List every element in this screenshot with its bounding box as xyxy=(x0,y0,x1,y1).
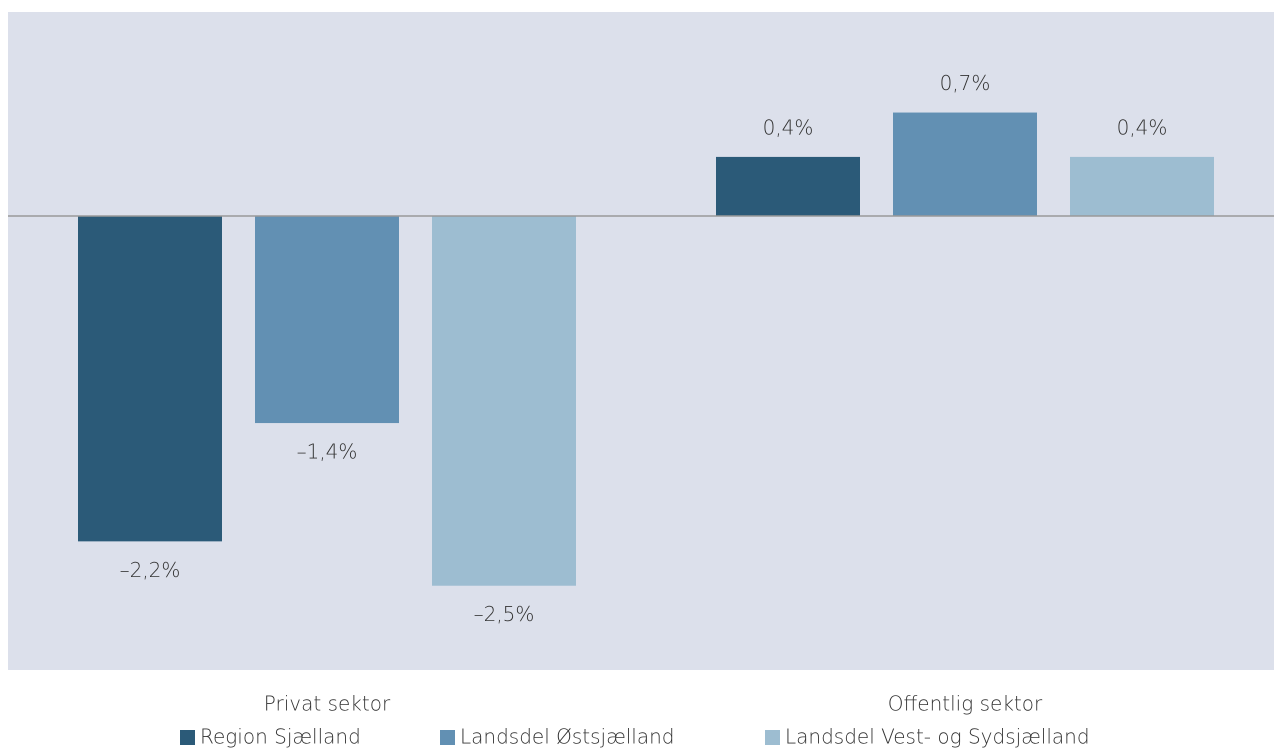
x-tick-label: Privat sektor xyxy=(264,692,391,716)
value-label: 0,4% xyxy=(763,115,814,139)
legend-label: Landsdel Vest- og Sydsjælland xyxy=(785,725,1090,749)
legend-swatch xyxy=(440,730,455,745)
bar xyxy=(893,112,1037,217)
value-label: 0,4% xyxy=(1117,115,1168,139)
bar xyxy=(255,216,399,424)
legend-label: Region Sjælland xyxy=(200,725,361,749)
legend-swatch xyxy=(180,730,195,745)
value-label: 0,7% xyxy=(940,71,991,95)
legend-swatch xyxy=(765,730,780,745)
legend-label: Landsdel Østsjælland xyxy=(460,725,674,749)
bar xyxy=(1070,156,1214,217)
value-label: –2,2% xyxy=(120,558,181,582)
value-label: –1,4% xyxy=(297,440,358,464)
bar xyxy=(716,156,860,217)
x-tick-label: Offentlig sektor xyxy=(888,692,1043,716)
value-label: –2,5% xyxy=(474,602,535,626)
bar xyxy=(78,216,222,542)
bar xyxy=(432,216,576,586)
